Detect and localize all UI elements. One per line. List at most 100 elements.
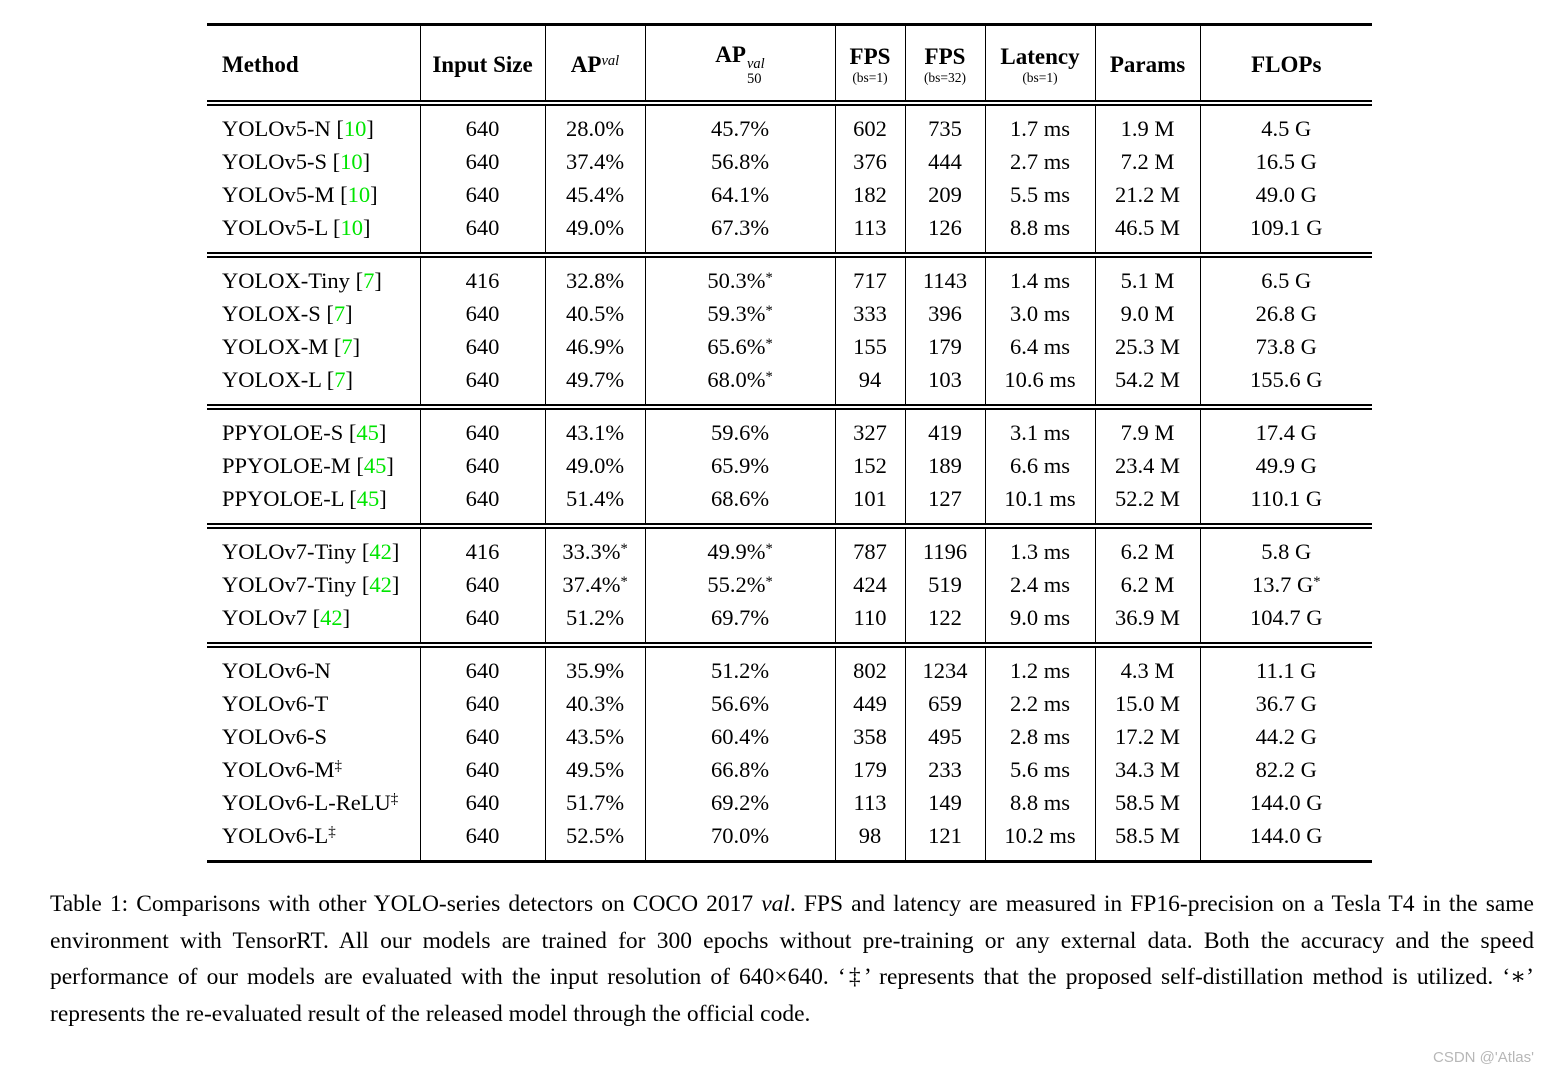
latency-cell: 1.4 ms xyxy=(985,254,1096,298)
ap-val-cell: 40.3% xyxy=(545,687,646,721)
ap-val-cell: 49.7% xyxy=(545,363,646,407)
col-header-label: FPS xyxy=(924,44,966,70)
params-cell: 9.0 M xyxy=(1095,297,1201,331)
ap-val-cell: 37.4% xyxy=(545,145,646,179)
input-size-cell: 640 xyxy=(420,297,546,331)
params-cell: 21.2 M xyxy=(1095,178,1201,212)
ap-val-cell: 49.0% xyxy=(545,211,646,255)
caption-text: . FPS and latency are measured in FP16-p… xyxy=(50,891,1534,1027)
fps-bs32-cell: 103 xyxy=(905,363,986,407)
method-cell: YOLOv6-N xyxy=(207,644,421,688)
citation-link[interactable]: 45 xyxy=(356,419,379,445)
flops-cell: 49.9 G xyxy=(1255,452,1317,478)
table-row: YOLOv5-L [10] 640 49.0% 67.3% 113 126 8.8 ms 46… xyxy=(207,211,1372,255)
method-cell: YOLOv7-Tiny [42] xyxy=(207,568,421,602)
flops-cell: 49.0 G xyxy=(1255,181,1317,207)
citation-link[interactable]: 10 xyxy=(340,148,363,174)
fps-bs32-cell: 122 xyxy=(905,601,986,645)
asterisk-marker: * xyxy=(765,540,773,557)
latency-cell: 10.1 ms xyxy=(985,482,1096,526)
citation-link[interactable]: 10 xyxy=(347,181,371,207)
table-row: YOLOv5-M [10] 640 45.4% 64.1% 182 209 5.5 ms 21… xyxy=(207,178,1372,212)
flops-cell: 104.7 G xyxy=(1250,604,1323,630)
ap-val-cell: 43.5% xyxy=(545,720,646,754)
citation-link[interactable]: 45 xyxy=(363,452,387,478)
latency-cell: 8.8 ms xyxy=(985,211,1096,255)
ap50-val-cell: 66.8% xyxy=(645,753,836,787)
params-cell: 1.9 M xyxy=(1095,102,1201,146)
latency-cell: 2.7 ms xyxy=(985,145,1096,179)
input-size-cell: 640 xyxy=(420,178,546,212)
col-header-label: APval xyxy=(570,51,620,77)
table-row: PPYOLOE-M [45] 640 49.0% 65.9% 152 189 6.6 ms 2… xyxy=(207,449,1372,483)
table-row: YOLOv6-L‡ 640 52.5% 70.0% 98 121 10.2 ms 58.5 M… xyxy=(207,819,1372,862)
params-cell: 15.0 M xyxy=(1095,687,1201,721)
double-dagger-marker: ‡ xyxy=(334,757,343,774)
params-cell: 46.5 M xyxy=(1095,211,1201,255)
ap-val-cell: 51.2% xyxy=(545,601,646,645)
citation-link[interactable]: 7 xyxy=(334,366,346,392)
ap-val-cell: 35.9% xyxy=(545,644,646,688)
latency-cell: 1.2 ms xyxy=(985,644,1096,688)
ap-val-cell: 49.0% xyxy=(545,449,646,483)
citation-link[interactable]: 42 xyxy=(369,571,392,597)
params-cell: 36.9 M xyxy=(1095,601,1201,645)
latency-cell: 10.6 ms xyxy=(985,363,1096,407)
citation-link[interactable]: 7 xyxy=(363,267,375,293)
ap50-val-cell: 67.3% xyxy=(645,211,836,255)
ap50-val-cell: 65.9% xyxy=(645,449,836,483)
fps-bs1-cell: 113 xyxy=(835,211,906,255)
method-cell: YOLOv5-S [10] xyxy=(207,145,421,179)
params-cell: 5.1 M xyxy=(1095,254,1201,298)
citation-link[interactable]: 7 xyxy=(333,300,346,326)
col-header-label: Latency xyxy=(1000,44,1080,70)
fps-bs32-cell: 519 xyxy=(905,568,986,602)
comparison-table-container: Method Input Size APval AP val 50 FPS (bs=1) FPS… xyxy=(207,23,1372,863)
comparison-table: Method Input Size APval AP val 50 FPS (bs=1) FPS… xyxy=(207,23,1372,863)
params-cell: 7.2 M xyxy=(1095,145,1201,179)
table-row: YOLOv7-Tiny [42] 416 33.3%* 49.9%* 787 1196 1.… xyxy=(207,525,1372,569)
ap50-val-cell: 55.2%* xyxy=(645,568,836,602)
citation-link[interactable]: 10 xyxy=(340,214,364,240)
ap-val-cell: 52.5% xyxy=(545,819,646,862)
fps-bs1-cell: 101 xyxy=(835,482,906,526)
params-cell: 25.3 M xyxy=(1095,330,1201,364)
col-header-fps-bs1: FPS (bs=1) xyxy=(835,24,906,103)
latency-cell: 1.3 ms xyxy=(985,525,1096,569)
method-cell: YOLOX-L [7] xyxy=(207,363,421,407)
ap50-val-cell: 68.0%* xyxy=(645,363,836,407)
latency-cell: 2.4 ms xyxy=(985,568,1096,602)
ap-val-cell: 45.4% xyxy=(545,178,646,212)
ap50-val-cell: 59.6% xyxy=(645,406,836,450)
ap50-val-cell: 64.1% xyxy=(645,178,836,212)
fps-bs1-cell: 98 xyxy=(835,819,906,862)
ap50-val-cell: 60.4% xyxy=(645,720,836,754)
table-row: YOLOv5-S [10] 640 37.4% 56.8% 376 444 2.7 ms 7.… xyxy=(207,145,1372,179)
caption-text: Table 1: Comparisons with other YOLO-ser… xyxy=(50,891,762,917)
col-header-label: FLOPs xyxy=(1251,51,1322,77)
method-cell: YOLOX-S [7] xyxy=(207,297,421,331)
latency-cell: 3.1 ms xyxy=(985,406,1096,450)
citation-link[interactable]: 42 xyxy=(369,538,392,564)
ap-val-cell: 51.4% xyxy=(545,482,646,526)
citation-link[interactable]: 7 xyxy=(341,333,353,359)
citation-link[interactable]: 42 xyxy=(320,604,343,630)
params-cell: 58.5 M xyxy=(1095,786,1201,820)
asterisk-marker: * xyxy=(765,269,773,286)
table-row: YOLOX-Tiny [7] 416 32.8% 50.3%* 717 1143 1.4 m… xyxy=(207,254,1372,298)
input-size-cell: 416 xyxy=(420,254,546,298)
flops-cell: 17.4 G xyxy=(1255,419,1317,445)
fps-bs32-cell: 659 xyxy=(905,687,986,721)
table-row: YOLOv6-S 640 43.5% 60.4% 358 495 2.8 ms 17.2 M 4… xyxy=(207,720,1372,754)
flops-cell: 144.0 G xyxy=(1250,822,1323,848)
citation-link[interactable]: 45 xyxy=(356,485,380,511)
citation-link[interactable]: 10 xyxy=(343,115,367,141)
col-header-label: Method xyxy=(222,51,299,77)
ap50-val-cell: 59.3%* xyxy=(645,297,836,331)
table-caption: Table 1: Comparisons with other YOLO-ser… xyxy=(50,886,1534,1032)
params-cell: 52.2 M xyxy=(1095,482,1201,526)
ap-val-cell: 43.1% xyxy=(545,406,646,450)
fps-bs32-cell: 189 xyxy=(905,449,986,483)
flops-cell: 109.1 G xyxy=(1250,214,1323,240)
